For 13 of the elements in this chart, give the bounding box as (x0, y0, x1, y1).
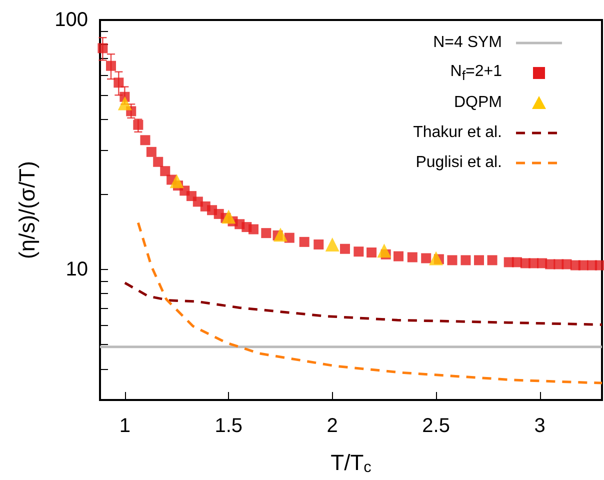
x-tick-label: 2.5 (422, 415, 450, 437)
x-tick-label: 1 (119, 415, 130, 437)
legend-label: DQPM (454, 94, 502, 112)
legend-label: N=4 SYM (433, 34, 502, 52)
legend-label: N$_{f}$=2+1 (450, 62, 502, 84)
legend-label: Thakur et al. (413, 124, 502, 142)
y-tick-label: 100 (54, 9, 88, 31)
legend-label: Puglisi et al. (416, 154, 502, 172)
x-tick-label: 2 (326, 415, 338, 437)
x-tick-label: 1.5 (214, 415, 243, 437)
y-axis-title: (η/s)/(σ/T) (14, 161, 40, 259)
x-tick-label: 3 (534, 415, 546, 437)
y-tick-label: 10 (66, 258, 88, 281)
